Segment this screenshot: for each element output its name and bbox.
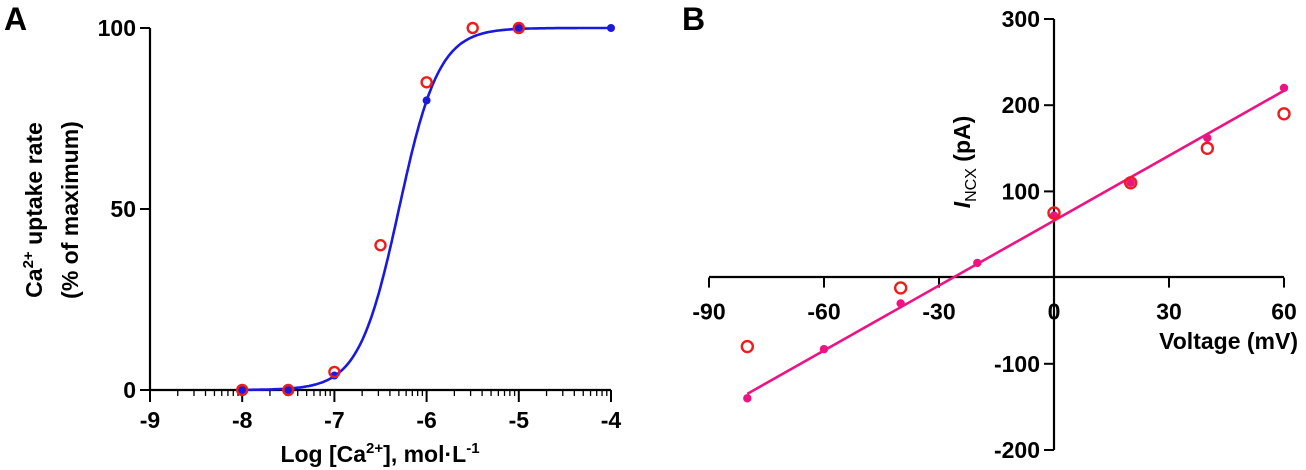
panel-b-x-ticks: -90 -60 -30 0 30 60 (692, 277, 1297, 325)
panel-a-series (235, 21, 615, 397)
panel-b-x-axis-label: Voltage (mV) (1159, 328, 1298, 354)
x-tick-label: -4 (601, 407, 622, 433)
panel-b-point-open (1047, 206, 1061, 220)
panel-b-y-ticks: -200 -100 100 200 300 (994, 6, 1054, 463)
panel-a-point-filled (284, 386, 293, 394)
y-tick-label: 200 (1002, 92, 1040, 118)
panel-a-point-open (512, 21, 525, 35)
y-tick-label: 50 (110, 196, 136, 222)
panel-a-point-filled (422, 96, 431, 105)
panel-a-point-open (466, 21, 479, 35)
x-tick-label: -30 (922, 299, 955, 325)
y-tick-label: 0 (123, 377, 136, 403)
panel-a-point-filled (514, 24, 523, 32)
panel-a-x-ticks: -9 -8 -7 -6 -5 -4 (140, 390, 622, 433)
x-tick-label: -5 (509, 407, 530, 433)
panel-a: A -9 -8 -7 -6 -5 -4 0 50 100 Log [Ca2+], mol·L-… (4, 1, 621, 467)
x-tick-label: 60 (1271, 299, 1297, 325)
panel-b-point-filled (1203, 133, 1212, 143)
panel-a-point-open (235, 383, 249, 397)
panel-b-point-open (1123, 176, 1138, 190)
panel-b-point-filled (896, 299, 905, 308)
panel-b-series (740, 83, 1291, 403)
panel-a-y-ticks: 0 50 100 (98, 15, 150, 403)
panel-b-point-open (1200, 141, 1215, 156)
panel-a-point-filled (238, 386, 247, 394)
panel-b-point-open (740, 339, 755, 354)
panel-a-point-open (420, 76, 433, 89)
x-tick-label: -9 (140, 407, 160, 433)
y-tick-label: 100 (98, 15, 136, 41)
panel-b-point-open (1277, 107, 1291, 121)
x-tick-label: -7 (324, 407, 344, 433)
x-tick-label: 30 (1156, 299, 1182, 325)
y-tick-label: -200 (994, 437, 1040, 463)
panel-b-point-filled (1126, 178, 1135, 187)
panel-a-y-axis-label-line1: Ca2+ uptake rate (20, 122, 47, 298)
panel-a-x-axis-label: Log [Ca2+], mol·L-1 (280, 440, 479, 467)
panel-b: B -90 -60 -30 0 30 60 -200 -100 100 200 300 Volta… (682, 1, 1298, 463)
panel-a-label: A (4, 1, 27, 37)
y-tick-label: -100 (994, 351, 1040, 377)
panel-a-point-open (374, 238, 387, 252)
panel-b-y-axis-label: INCX (pA) (949, 116, 980, 209)
panel-b-point-filled (743, 394, 752, 403)
panel-a-point-open (328, 365, 341, 379)
y-tick-label: 100 (1002, 178, 1040, 204)
panel-a-axes (148, 28, 611, 392)
panel-a-point-open (282, 383, 295, 397)
x-tick-label: -60 (807, 299, 840, 325)
panel-b-axes (709, 19, 1284, 450)
panel-b-point-filled (1279, 83, 1289, 93)
x-tick-label: -8 (232, 407, 253, 433)
panel-b-point-filled (819, 344, 829, 354)
panel-a-y-axis-label-line2: (% of maximum) (57, 121, 83, 299)
y-tick-label: 300 (1002, 6, 1040, 32)
x-tick-label: -90 (692, 299, 725, 325)
panel-b-fit-line (746, 89, 1285, 395)
panel-a-point-filled (607, 24, 615, 32)
panel-b-label: B (682, 1, 705, 37)
panel-b-point-open (893, 281, 908, 295)
panel-b-point-filled (973, 258, 982, 268)
x-tick-label: 0 (1048, 299, 1061, 325)
x-tick-label: -6 (416, 407, 436, 433)
panel-a-fit-curve (242, 26, 611, 392)
